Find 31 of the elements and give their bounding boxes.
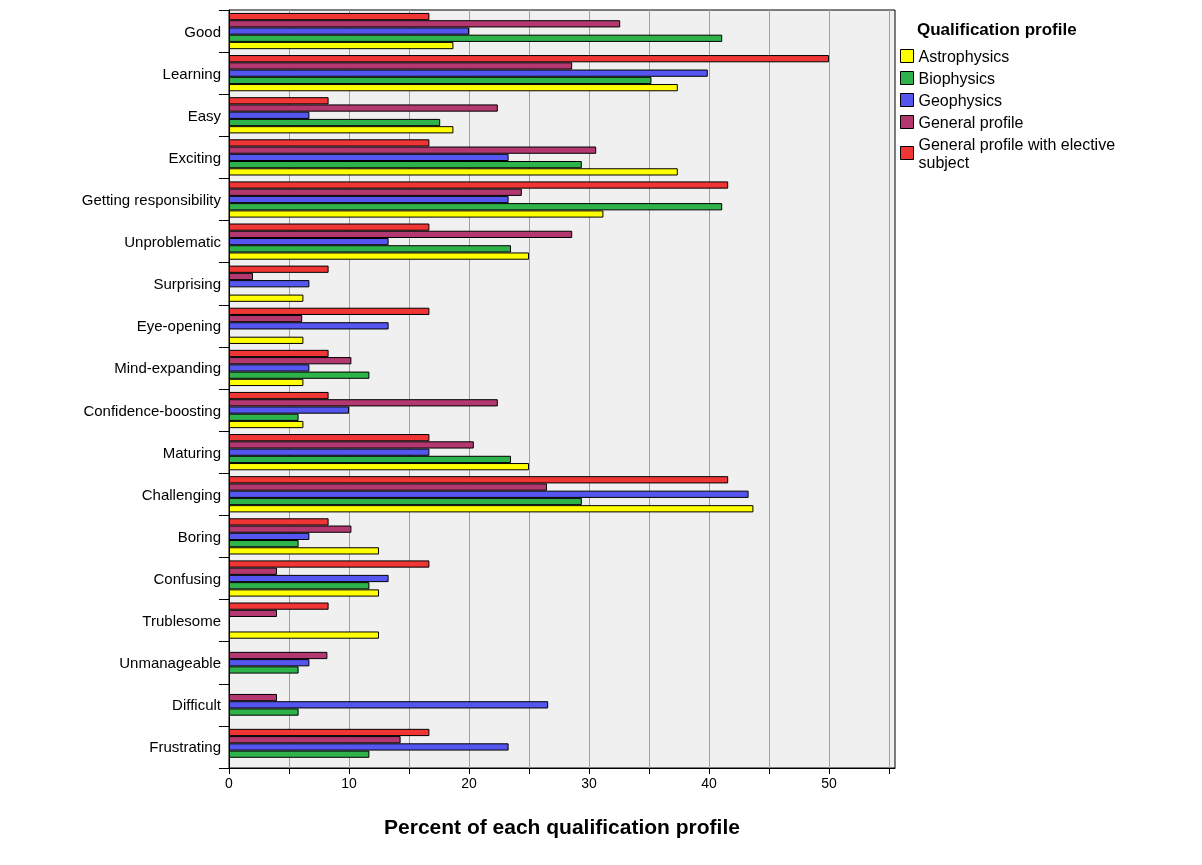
x-axis-title: Percent of each qualification profile <box>384 815 740 838</box>
legend-label: General profile <box>918 113 1024 131</box>
y-tick-label: Unmanageable <box>119 654 221 672</box>
y-tick-label: Boring <box>177 527 221 545</box>
legend-label: Geophysics <box>918 91 1003 109</box>
y-tick-label: Good <box>184 22 221 40</box>
x-tick-label: 30 <box>581 775 597 791</box>
y-tick-label: Learning <box>162 64 221 82</box>
y-tick-label: Confusing <box>153 570 221 587</box>
x-tick-label: 10 <box>341 775 357 791</box>
y-tick-label: Surprising <box>153 275 221 293</box>
legend-label: General profile with elective subject <box>918 135 1120 171</box>
x-tick-label: 40 <box>701 775 717 791</box>
y-tick-label: Mind-expanding <box>114 359 221 377</box>
y-tick-label: Confidence-boosting <box>83 401 221 419</box>
y-tick-label: Difficult <box>172 696 222 714</box>
x-tick-label: 50 <box>821 775 837 791</box>
x-tick-label: 20 <box>461 775 477 791</box>
y-tick-label: Eye-opening <box>136 317 221 335</box>
x-tick-label: 0 <box>225 775 234 791</box>
y-tick-label: Easy <box>187 106 222 124</box>
y-tick-label: Getting responsibility <box>81 191 222 208</box>
legend-label: Biophysics <box>918 69 995 87</box>
y-tick-label: Trublesome <box>142 612 221 630</box>
y-tick-label: Unproblematic <box>124 233 222 251</box>
y-tick-label: Maturing <box>162 443 221 461</box>
y-tick-label: Exciting <box>168 148 221 166</box>
legend-label: Astrophysics <box>918 47 1010 65</box>
y-tick-label: Frustrating <box>149 738 221 756</box>
y-tick-label: Challenging <box>141 485 221 503</box>
legend-title: Qualification profile <box>917 20 1077 39</box>
